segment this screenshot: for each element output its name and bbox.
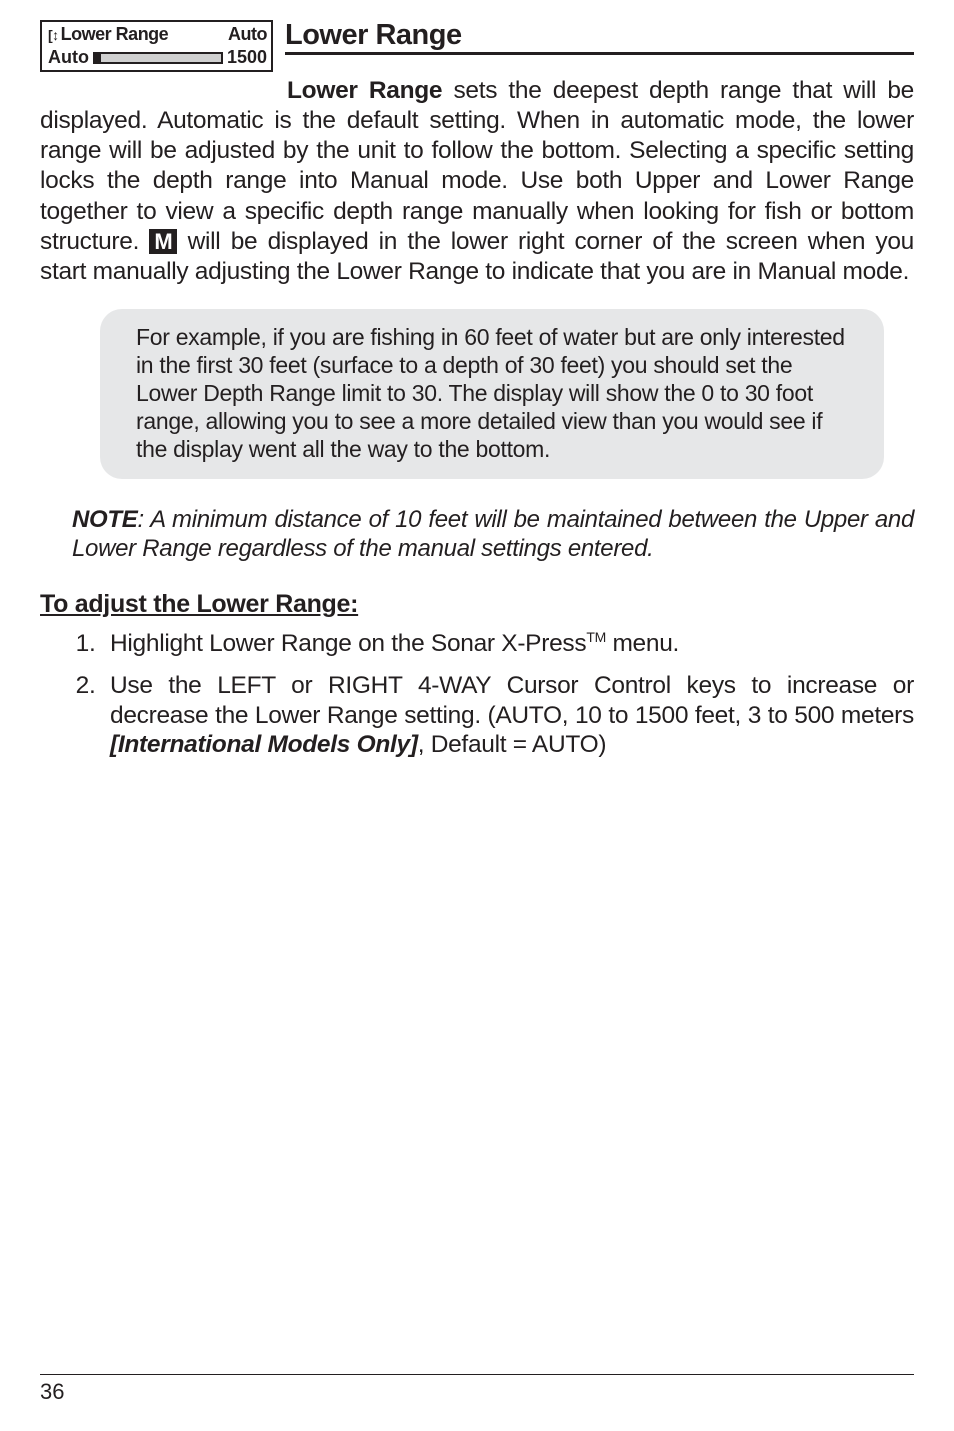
tm-mark: TM [586, 629, 606, 645]
step2-text-c: , Default = AUTO) [418, 731, 606, 758]
step-1: Highlight Lower Range on the Sonar X-Pre… [102, 629, 914, 659]
note-text: : A minimum distance of 10 feet will be … [72, 506, 914, 562]
term-lower-range: Lower Range [287, 77, 442, 104]
callout-text: For example, if you are fishing in 60 fe… [136, 324, 845, 462]
example-callout: For example, if you are fishing in 60 fe… [100, 309, 884, 479]
widget-label: [↕Lower Range [48, 24, 168, 45]
page-number: 36 [40, 1379, 64, 1404]
step1-text-b: menu. [606, 630, 679, 657]
subheading: To adjust the Lower Range: [40, 590, 914, 619]
step2-text-b: [International Models Only] [110, 731, 418, 758]
step2-text-a: Use the LEFT or RIGHT 4-WAY Cursor Contr… [110, 672, 914, 729]
steps-list: Highlight Lower Range on the Sonar X-Pre… [102, 629, 914, 761]
step-2: Use the LEFT or RIGHT 4-WAY Cursor Contr… [102, 671, 914, 761]
body-paragraph: Lower Range sets the deepest depth range… [40, 76, 914, 287]
widget-value-right: 1500 [227, 47, 267, 68]
range-slider[interactable] [93, 52, 223, 64]
page-footer: 36 [40, 1374, 914, 1405]
widget-value-left: Auto [48, 47, 89, 68]
updown-icon: [↕ [48, 28, 59, 42]
lower-range-widget: [↕Lower Range Auto Auto 1500 [40, 20, 273, 72]
note-block: NOTE: A minimum distance of 10 feet will… [72, 505, 914, 564]
step1-text-a: Highlight Lower Range on the Sonar X-Pre… [110, 630, 586, 657]
section-title: Lower Range [285, 20, 914, 55]
m-icon: M [149, 229, 177, 254]
note-label: NOTE [72, 506, 137, 533]
widget-value-top: Auto [228, 24, 267, 45]
